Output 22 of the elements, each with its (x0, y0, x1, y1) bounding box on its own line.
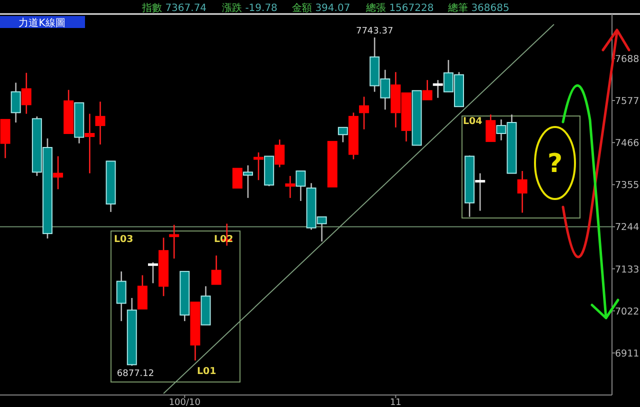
y-tick-label: 7133 (615, 264, 640, 276)
annotation: ? (547, 149, 563, 179)
annotation: L03 (114, 234, 134, 245)
y-tick-label: 7022 (615, 306, 640, 318)
x-tick-label: 11 (390, 398, 402, 407)
annotation: L04 (463, 116, 483, 127)
text: 總張 1567228 (365, 2, 434, 14)
text: 指數 7367.74 (141, 2, 207, 14)
annotation: L01 (197, 366, 216, 377)
annotation: 力道K線圖 (18, 17, 66, 29)
y-tick-label: 7577 (615, 96, 640, 108)
text: 金額 394.07 (292, 2, 350, 14)
x-tick-label: 100/10 (168, 398, 201, 407)
text: 總筆 368685 (447, 2, 510, 14)
y-tick-label: 7466 (615, 138, 640, 150)
annotation: 6877.12 (116, 368, 154, 379)
y-tick-label: 7355 (615, 180, 640, 192)
y-tick-label: 7244 (615, 222, 640, 234)
text: 漲跌 -19.78 (222, 2, 278, 14)
annotation: 7743.37 (356, 26, 394, 36)
y-tick-label: 7688 (615, 54, 640, 65)
y-tick-label: 6911 (615, 348, 640, 360)
